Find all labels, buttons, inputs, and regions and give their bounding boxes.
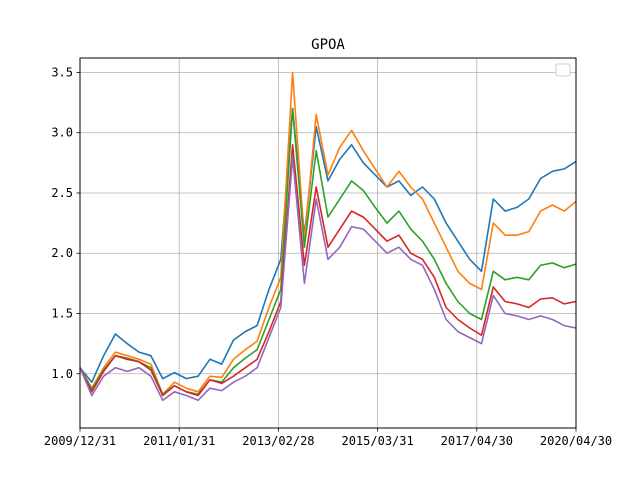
chart-title: GPOA: [311, 37, 345, 53]
y-tick-label: 2.0: [51, 246, 73, 260]
y-axis-ticks: 1.0 1.5 2.0 2.5 3.0 3.5: [51, 65, 80, 381]
x-tick-label: 2011/01/31: [143, 434, 215, 448]
plot-frame: [79, 57, 577, 429]
x-axis-ticks: 2009/12/31 2011/01/31 2013/02/28 2015/03/31…: [44, 428, 612, 448]
y-tick-label: 3.5: [51, 65, 73, 79]
series-line-4: [79, 144, 577, 397]
x-tick-label: 2017/04/30: [441, 434, 513, 448]
x-tick-label: 2013/02/28: [242, 434, 314, 448]
y-tick-label: 1.0: [51, 367, 73, 381]
x-tick-label: 2009/12/31: [44, 434, 116, 448]
series-line-3: [79, 107, 577, 396]
legend-box: [555, 63, 571, 77]
y-tick-label: 1.5: [51, 307, 73, 321]
series-line-1: [79, 107, 577, 384]
x-tick-label: 2020/04/30: [540, 434, 612, 448]
y-tick-label: 3.0: [51, 126, 73, 140]
x-tick-label: 2015/03/31: [341, 434, 413, 448]
series-lines: [79, 71, 577, 402]
y-tick-label: 2.5: [51, 186, 73, 200]
series-line-5: [79, 156, 577, 402]
series-line-2: [79, 71, 577, 396]
